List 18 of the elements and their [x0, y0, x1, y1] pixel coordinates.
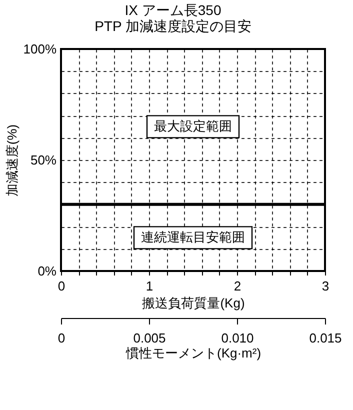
x-tick-label: 1 — [146, 278, 154, 294]
y-tick-label: 0% — [38, 264, 57, 278]
x-tick-label: 3 — [322, 278, 330, 294]
x2-axis-title: 慣性モーメント(Kg·m²) — [124, 346, 262, 360]
chart-title: IX アーム長350 — [124, 2, 222, 18]
y-tick-label: 100% — [23, 42, 57, 56]
x2-tick-label: 0 — [58, 330, 66, 346]
annotation: 連続運転目安範囲 — [141, 230, 245, 245]
x2-tick-label: 0.015 — [309, 330, 342, 346]
x-tick-label: 0 — [58, 278, 66, 294]
annotation: 最大設定範囲 — [154, 118, 232, 134]
x-axis-title: 搬送負荷質量(Kg) — [142, 296, 245, 310]
chart-subtitle: PTP 加減速度設定の目安 — [94, 18, 252, 34]
x-tick-label: 2 — [234, 278, 242, 294]
y-axis-title: 加減速度(%) — [4, 124, 20, 197]
y-tick-label: 50% — [30, 152, 57, 168]
x2-tick-label: 0.010 — [221, 330, 254, 346]
x2-tick-label: 0.005 — [133, 330, 166, 346]
